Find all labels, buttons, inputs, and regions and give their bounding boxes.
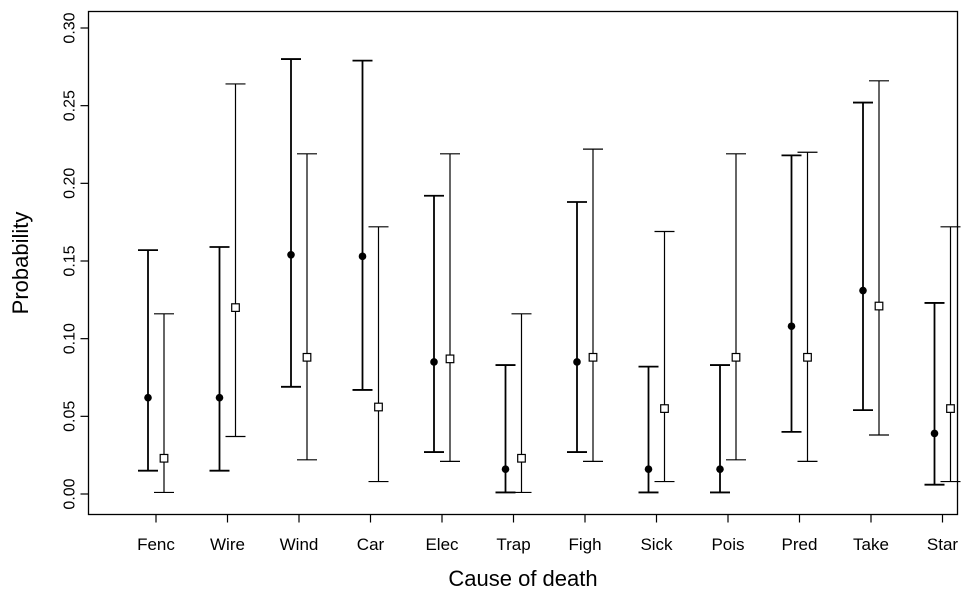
x-tick-label: Figh xyxy=(568,535,601,554)
point-marker-circle xyxy=(573,358,581,366)
point-marker-square xyxy=(374,402,383,412)
point-marker-circle xyxy=(430,358,438,366)
x-tick-label: Wind xyxy=(280,535,319,554)
point-marker-circle xyxy=(358,252,367,261)
x-tick-label: Pois xyxy=(711,535,744,554)
x-axis-title: Cause of death xyxy=(448,566,597,591)
point-marker-square xyxy=(159,453,169,463)
point-marker-square xyxy=(302,352,312,362)
point-marker-circle xyxy=(644,465,653,473)
y-tick-label: 0.15 xyxy=(62,245,79,276)
y-tick-label: 0.10 xyxy=(62,323,79,354)
x-tick-label: Fenc xyxy=(137,535,175,554)
point-marker-square xyxy=(660,404,669,413)
point-marker-circle xyxy=(859,286,867,295)
x-tick-label: Pred xyxy=(782,535,818,554)
point-marker-square xyxy=(874,301,884,311)
y-tick-label: 0.05 xyxy=(62,401,79,432)
x-tick-label: Elec xyxy=(425,535,459,554)
point-marker-square xyxy=(731,352,741,362)
point-marker-circle xyxy=(716,465,724,473)
point-marker-square xyxy=(231,303,240,312)
x-tick-label: Wire xyxy=(210,535,245,554)
x-tick-label: Take xyxy=(853,535,889,554)
y-axis: 0.00 0.05 0.10 0.15 0.20 0.25 0.30 xyxy=(62,12,89,510)
x-axis: Fenc Wire Wind Car Elec Trap Figh Sick Pois Pred T… xyxy=(137,514,959,554)
point-marker-circle xyxy=(501,465,510,473)
point-marker-circle xyxy=(930,429,939,438)
plot-frame xyxy=(87,10,959,516)
point-marker-square xyxy=(588,352,598,362)
point-marker-circle xyxy=(287,250,295,259)
point-marker-circle xyxy=(787,322,796,331)
x-tick-label: Car xyxy=(357,535,385,554)
y-tick-label: 0.00 xyxy=(62,478,79,509)
x-tick-label: Star xyxy=(927,535,959,554)
x-tick-label: Sick xyxy=(640,535,673,554)
x-tick-label: Trap xyxy=(496,535,530,554)
point-marker-circle xyxy=(215,393,224,402)
y-tick-label: 0.20 xyxy=(62,168,79,199)
point-marker-square xyxy=(445,354,455,364)
point-marker-circle xyxy=(144,393,152,402)
point-marker-square xyxy=(803,352,812,362)
y-tick-label: 0.25 xyxy=(62,90,79,121)
y-tick-label: 0.30 xyxy=(62,12,79,43)
error-bar-marks xyxy=(138,58,961,494)
y-axis-title: Probability xyxy=(8,212,33,315)
point-marker-square xyxy=(517,453,526,463)
point-marker-square xyxy=(946,404,955,413)
